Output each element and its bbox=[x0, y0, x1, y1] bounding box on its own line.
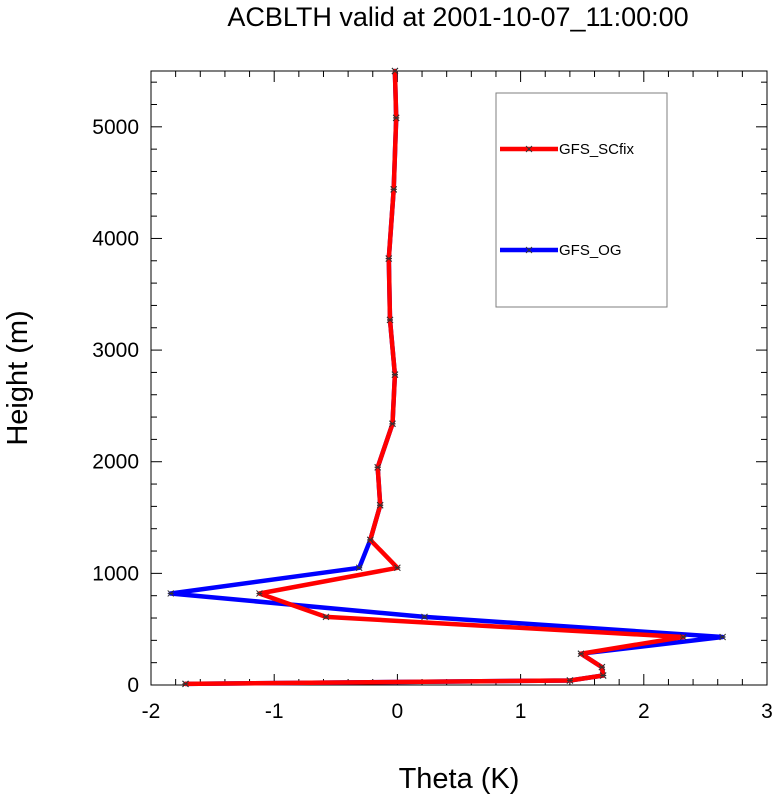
x-tick-label: -1 bbox=[265, 700, 284, 723]
series-point-gfs-scfix bbox=[391, 371, 399, 379]
series-point-gfs-scfix bbox=[391, 67, 399, 75]
y-tick-label: 0 bbox=[127, 674, 139, 697]
series-point-gfs-scfix bbox=[394, 564, 401, 572]
x-tick-label: 0 bbox=[392, 700, 404, 723]
legend-marker bbox=[525, 145, 533, 153]
legend-label-gfs-scfix: GFS_SCfix bbox=[559, 141, 635, 158]
y-axis-label: Height (m) bbox=[2, 310, 34, 445]
legend: GFS_SCfix GFS_OG bbox=[495, 92, 668, 308]
series-point-gfs-scfix bbox=[374, 463, 382, 471]
y-tick-label: 4000 bbox=[92, 227, 139, 250]
plot-frame bbox=[150, 70, 768, 686]
y-tick-label: 2000 bbox=[92, 451, 139, 474]
series-point-gfs-og bbox=[355, 564, 363, 572]
y-tick-label: 1000 bbox=[92, 562, 139, 585]
x-tick-label: 3 bbox=[761, 700, 773, 723]
y-tick-label: 3000 bbox=[92, 339, 139, 362]
series-point-gfs-scfix bbox=[679, 633, 687, 641]
x-tick-label: 2 bbox=[638, 700, 650, 723]
legend-box bbox=[495, 92, 668, 308]
series-lines bbox=[167, 67, 727, 688]
tick-labels: -2 -1 0 1 2 3 0 1000 2000 3000 4000 5000 bbox=[92, 116, 773, 723]
series-point-gfs-scfix bbox=[256, 590, 263, 597]
legend-label-gfs-og: GFS_OG bbox=[559, 242, 622, 259]
series-point-gfs-scfix bbox=[322, 613, 330, 621]
series-point-gfs-scfix bbox=[390, 185, 398, 193]
series-point-gfs-scfix bbox=[376, 501, 384, 509]
series-point-gfs-og bbox=[167, 590, 175, 597]
x-tick-label: -2 bbox=[142, 700, 161, 723]
series-point-gfs-og bbox=[421, 613, 428, 621]
series-point-gfs-scfix bbox=[566, 677, 574, 684]
series-point-gfs-scfix bbox=[598, 663, 606, 671]
series-point-gfs-scfix bbox=[577, 650, 585, 658]
series-point-gfs-scfix bbox=[385, 255, 393, 262]
x-axis-label: Theta (K) bbox=[399, 763, 520, 795]
series-point-gfs-og bbox=[719, 633, 727, 641]
chart-title: ACBLTH valid at 2001-10-07_11:00:00 bbox=[227, 2, 688, 32]
legend-marker bbox=[525, 246, 533, 254]
x-tick-label: 1 bbox=[515, 700, 527, 723]
series-point-gfs-scfix bbox=[366, 536, 374, 544]
series-point-gfs-scfix bbox=[599, 672, 607, 679]
axis-ticks bbox=[150, 71, 768, 686]
series-point-gfs-scfix bbox=[182, 680, 189, 688]
series-point-gfs-scfix bbox=[392, 114, 400, 122]
series-point-gfs-scfix bbox=[389, 420, 396, 428]
series-point-gfs-scfix bbox=[386, 316, 394, 324]
y-tick-label: 5000 bbox=[92, 116, 139, 139]
